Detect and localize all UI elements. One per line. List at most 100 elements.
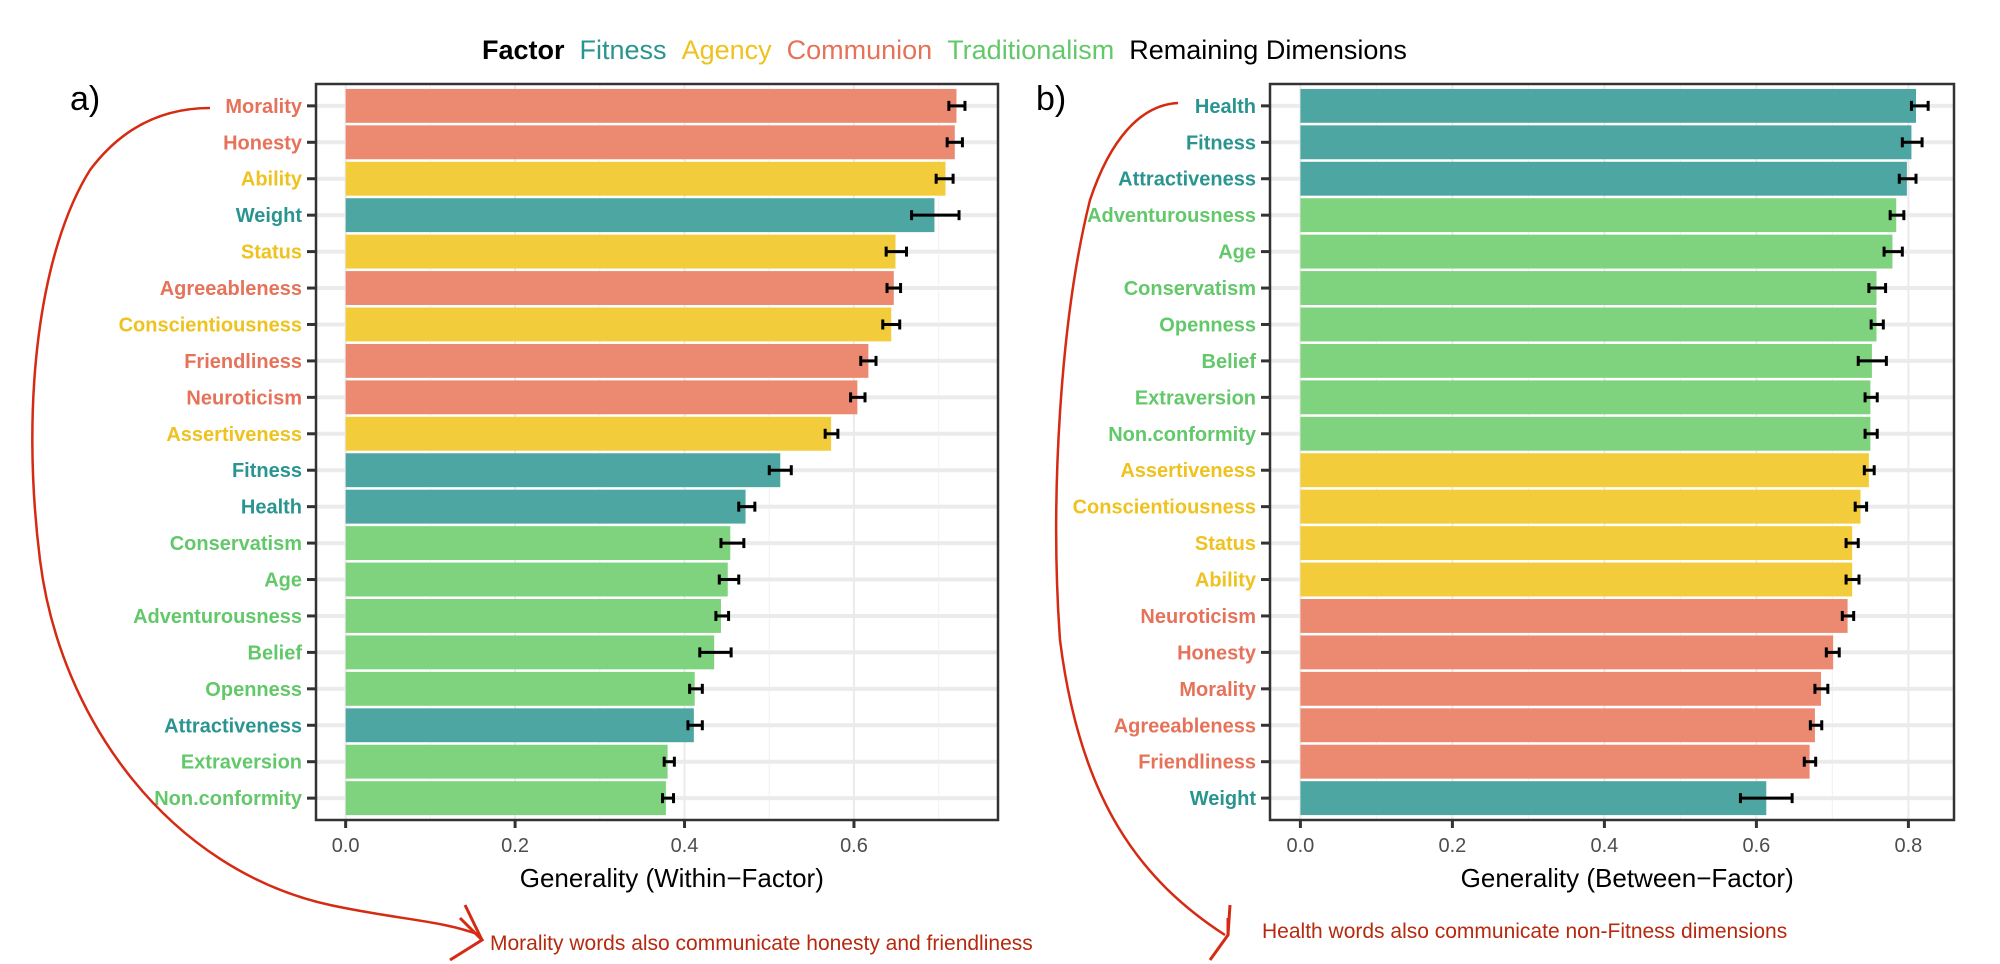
x-tick-label: 0.0 (332, 835, 360, 857)
y-tick-label: Conservatism (1124, 278, 1256, 300)
y-tick-label: Openness (1159, 314, 1256, 336)
bar-conservatism (1300, 271, 1877, 305)
bar-agreeableness (345, 271, 894, 305)
panel-a-within-factor: Morality Honesty Ability Weight Status Agreea… (119, 82, 1000, 893)
legend-title: Factor (482, 34, 565, 65)
y-tick-label: Ability (1195, 570, 1257, 592)
bar-age (345, 562, 728, 597)
bar-attractiveness (1300, 161, 1907, 196)
y-tick-label: Morality (225, 96, 303, 118)
y-tick-label: Extraversion (1135, 387, 1256, 409)
bar-health (345, 489, 746, 524)
y-tick-label: Adventurousness (1087, 205, 1256, 227)
y-tick-label: Assertiveness (1120, 460, 1256, 482)
x-tick-label: 0.8 (1894, 835, 1922, 857)
y-tick-label: Attractiveness (1118, 169, 1256, 191)
x-tick-label: 0.4 (671, 835, 699, 857)
bar-neuroticism (1300, 599, 1848, 633)
bar-status (1300, 526, 1853, 561)
y-tick-label: Assertiveness (166, 424, 302, 446)
bar-ability (1300, 562, 1853, 597)
y-tick-label: Friendliness (184, 351, 302, 373)
legend-item-remaining-dimensions: Remaining Dimensions (1129, 34, 1407, 65)
bar-morality (1300, 671, 1821, 706)
bar-adventurousness (345, 599, 721, 633)
y-tick-label: Health (1195, 96, 1256, 118)
plot-frame (314, 82, 1000, 822)
y-tick-label: Agreeableness (1114, 715, 1256, 737)
bar-extraversion (1300, 380, 1871, 415)
y-tick-label: Conscientiousness (119, 314, 302, 336)
x-tick-label: 0.4 (1590, 835, 1618, 857)
bar-conservatism (345, 526, 731, 561)
panel-b-between-factor: Health Fitness Attractiveness Adventurousne… (1073, 82, 1956, 893)
annotation-arrowhead-a (449, 904, 485, 962)
bar-health (1300, 88, 1916, 123)
bar-honesty (345, 125, 955, 160)
bar-assertiveness (1300, 453, 1869, 488)
bar-adventurousness (1300, 198, 1897, 233)
y-tick-label: Honesty (1177, 642, 1257, 664)
annotation-arrowhead-b (1208, 904, 1232, 961)
y-tick-label: Adventurousness (133, 606, 302, 628)
bar-friendliness (1300, 744, 1810, 779)
bar-ability (345, 161, 946, 196)
y-tick-label: Agreeableness (160, 278, 302, 300)
legend-item-fitness: Fitness (579, 34, 667, 65)
bar-morality (345, 88, 957, 123)
bar-assertiveness (345, 416, 832, 451)
panel-b-label: b) (1036, 80, 1067, 118)
bar-belief (1300, 343, 1872, 378)
y-tick-label: Neuroticism (186, 387, 302, 409)
y-tick-label: Neuroticism (1140, 606, 1256, 628)
plot-frame (1268, 82, 1956, 822)
y-tick-label: Non.conformity (154, 788, 303, 810)
y-tick-label: Age (1218, 242, 1256, 264)
annotation-arrows (31, 101, 1232, 962)
x-axis-label: Generality (Within−Factor) (520, 863, 824, 893)
bar-status (345, 234, 896, 269)
legend-item-communion: Communion (786, 34, 933, 65)
bar-openness (345, 671, 695, 706)
x-tick-label: 0.6 (840, 835, 868, 857)
y-tick-label: Weight (236, 205, 303, 227)
bar-honesty (1300, 635, 1834, 670)
bar-age (1300, 234, 1893, 269)
panel-a-label: a) (70, 80, 101, 118)
annotation-text-a: Morality words also communicate honesty … (490, 932, 1033, 955)
y-tick-label: Morality (1179, 679, 1257, 701)
legend: Factor Fitness Agency Communion Traditio… (482, 30, 1407, 70)
x-tick-label: 0.2 (1438, 835, 1466, 857)
y-tick-label: Friendliness (1138, 752, 1256, 774)
bar-fitness (1300, 125, 1912, 160)
y-tick-label: Attractiveness (164, 715, 302, 737)
bar-weight (345, 198, 935, 233)
y-tick-label: Belief (248, 642, 303, 664)
y-tick-label: Ability (241, 169, 303, 191)
y-tick-label: Weight (1190, 788, 1257, 810)
bar-non-conformity (1300, 416, 1871, 451)
annotation-arrow-a (31, 106, 481, 937)
bar-conscientiousness (345, 307, 892, 342)
annotation-text-b: Health words also communicate non-Fitnes… (1262, 920, 1788, 943)
bar-openness (1300, 307, 1877, 342)
y-tick-label: Belief (1202, 351, 1257, 373)
y-tick-label: Openness (205, 679, 302, 701)
y-tick-label: Health (241, 497, 302, 519)
legend-item-traditionalism: Traditionalism (947, 34, 1115, 65)
bar-attractiveness (345, 708, 694, 743)
y-tick-label: Fitness (1186, 132, 1256, 154)
x-tick-label: 0.6 (1742, 835, 1770, 857)
y-tick-label: Honesty (223, 132, 303, 154)
bar-belief (345, 635, 715, 670)
annotation-arrow-b (1055, 101, 1226, 937)
bar-fitness (345, 453, 781, 488)
y-tick-label: Fitness (232, 460, 302, 482)
legend-item-agency: Agency (681, 34, 772, 65)
bar-extraversion (345, 744, 668, 779)
bar-non-conformity (345, 781, 666, 816)
bar-neuroticism (345, 380, 858, 415)
bar-friendliness (345, 343, 869, 378)
x-axis-label: Generality (Between−Factor) (1461, 863, 1794, 893)
